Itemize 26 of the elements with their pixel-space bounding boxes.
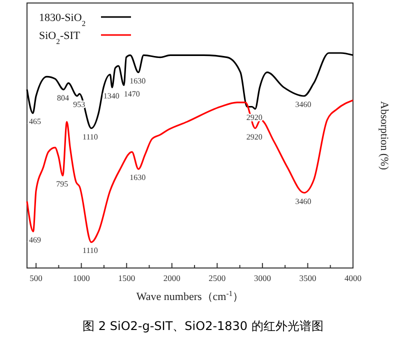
x-tick-label: 2500 — [208, 273, 226, 283]
annotation: 1630 — [130, 76, 146, 86]
annotation: 1630 — [130, 173, 146, 182]
text: 图 2 SiO2-g-SIT、SiO2-1830 的红外光谱图 — [82, 319, 324, 333]
x-tick-label: 2000 — [163, 273, 180, 283]
annotation: 804 — [56, 94, 69, 103]
annotation: 3460 — [295, 196, 312, 206]
annotation: 1110 — [82, 132, 98, 142]
x-tick-label: 3000 — [254, 273, 271, 283]
annotation: 465 — [29, 117, 41, 126]
legend-label: SiO$_{2}$-SIT — [39, 30, 80, 46]
annotation: 469 — [29, 235, 41, 244]
annotation: 1110 — [82, 246, 98, 256]
x-tick-label: 4000 — [344, 273, 362, 283]
annotation: 1470 — [124, 89, 140, 98]
x-axis-title: Wave numbers（cm$^{-1}$） — [136, 288, 244, 303]
y-axis-title: Absorption (%) — [378, 101, 390, 170]
x-tick-label: 500 — [30, 273, 42, 283]
legend-label: 1830-SiO$_{2}$ — [39, 12, 86, 28]
annotation: 2920 — [246, 132, 262, 142]
x-tick-label: 1000 — [72, 273, 90, 283]
annotation: 1340 — [103, 91, 120, 100]
x-tick-label: 1500 — [118, 273, 136, 283]
annotation: 3460 — [295, 100, 312, 109]
annotation: 795 — [56, 180, 68, 189]
x-tick-label: 3500 — [299, 273, 316, 283]
